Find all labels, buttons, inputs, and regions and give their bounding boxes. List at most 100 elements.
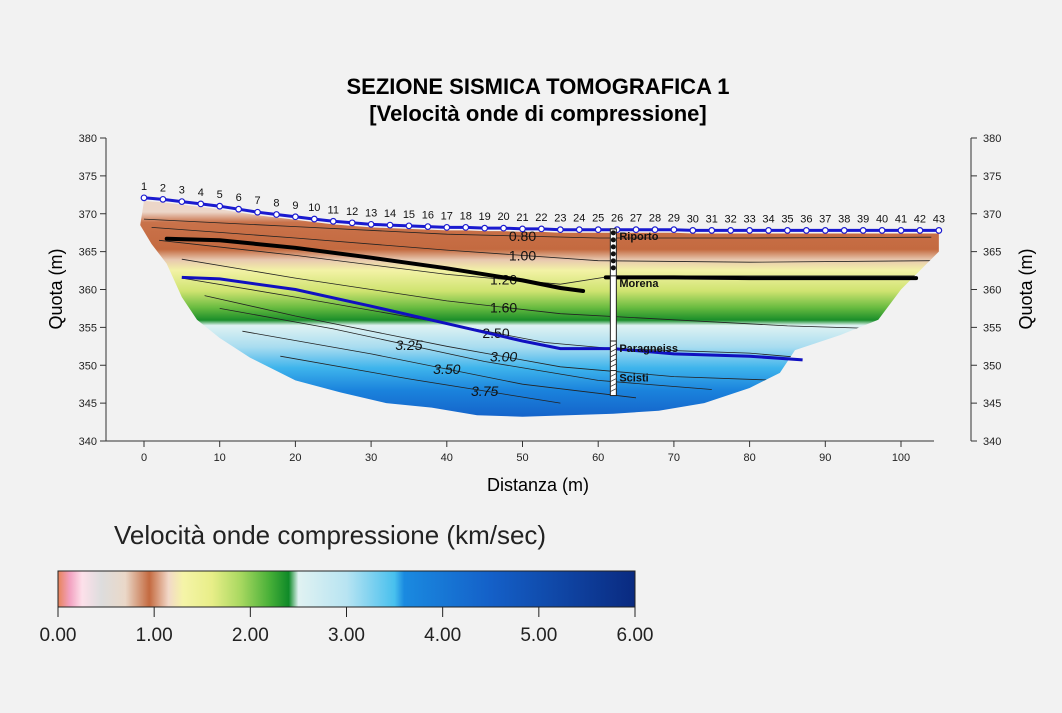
- geophone-marker: [765, 227, 772, 234]
- geophone-label: 6: [236, 192, 242, 204]
- colorbar-tick-label: 6.00: [617, 625, 654, 646]
- geophone-marker: [689, 227, 697, 234]
- geophone-marker: [519, 225, 526, 233]
- x-tick-label: 70: [668, 452, 680, 464]
- contour-lines: [143, 218, 932, 404]
- x-tick-label: 30: [365, 452, 377, 464]
- geophone-marker: [216, 202, 224, 210]
- x-tick-label: 20: [289, 452, 301, 464]
- geophone-label: 29: [668, 213, 680, 225]
- y-tick-label: 360: [983, 285, 1001, 297]
- geophone-marker: [443, 223, 451, 231]
- geophones: 1 2 3 4 5 6 7 8 9 10 11 12 13 14 15 16 17 18 19 20 21 22 23 24 2…: [140, 181, 945, 234]
- geophone-marker: [840, 227, 848, 234]
- geophone-marker: [878, 227, 886, 234]
- borehole-layer-label: Scisti: [619, 373, 648, 385]
- geophone-marker: [273, 211, 280, 218]
- borehole-hatch: [610, 353, 617, 358]
- geophone-marker: [802, 227, 810, 234]
- contour-line: [181, 258, 886, 330]
- geophone-marker: [386, 221, 394, 229]
- chart-title: SEZIONE SISMICA TOMOGRAFICA 1: [347, 74, 730, 99]
- y-tick-label: 375: [983, 171, 1001, 183]
- geophone-marker: [897, 227, 905, 234]
- y-tick-label: 365: [79, 247, 97, 259]
- geophone-marker: [329, 217, 337, 225]
- contour-label: 3.25: [395, 337, 422, 353]
- y-tick-label: 370: [79, 209, 97, 221]
- borehole: Riporto Morena Paragneiss Scisti: [609, 228, 678, 397]
- geophone-marker: [405, 222, 413, 230]
- refractor-line: [181, 275, 803, 362]
- borehole-layer-label: Riporto: [619, 231, 658, 243]
- y-ticks-right: 380 375 370 365 360 355 350 345 340: [971, 133, 1001, 448]
- geophone-marker: [594, 226, 602, 234]
- geophone-marker: [178, 198, 186, 206]
- geophone-label: 35: [781, 213, 793, 225]
- geophone-label: 4: [198, 187, 204, 199]
- y-tick-label: 350: [79, 360, 97, 372]
- geophone-label: 28: [649, 213, 661, 225]
- borehole-hatch: [610, 343, 617, 348]
- contour-line: [219, 308, 712, 390]
- geophone-marker: [348, 219, 356, 227]
- y-tick-label: 355: [983, 322, 1001, 334]
- geophone-label: 41: [895, 213, 907, 225]
- borehole-hatch: [610, 378, 617, 382]
- geophone-marker: [670, 226, 678, 234]
- geophone-marker: [746, 227, 753, 234]
- geophone-label: 20: [497, 211, 509, 223]
- geophone-label: 22: [535, 212, 547, 224]
- borehole-hatch: [610, 383, 617, 387]
- geophone-label: 26: [611, 213, 623, 225]
- geophone-label: 23: [554, 213, 566, 225]
- geophone-marker: [140, 194, 148, 202]
- geophone-label: 39: [857, 213, 869, 225]
- interface-line: [164, 236, 586, 293]
- colorbar-tick-label: 2.00: [232, 625, 269, 646]
- geophone-label: 16: [422, 210, 434, 222]
- colorbar-tick-label: 1.00: [136, 625, 173, 646]
- geophone-marker: [500, 224, 507, 232]
- borehole-hatch: [610, 373, 617, 377]
- contour-label: 0.80: [509, 228, 536, 244]
- geophone-label: 1: [141, 181, 147, 193]
- borehole-fill-dot: [610, 251, 616, 257]
- geophone-label: 33: [743, 213, 755, 225]
- y-tick-label: 370: [983, 209, 1001, 221]
- y-tick-label: 360: [79, 285, 97, 297]
- borehole-hatch: [610, 348, 617, 353]
- contour-label: 1.60: [490, 299, 517, 315]
- contour-line: [143, 218, 932, 239]
- geophone-label: 37: [819, 213, 831, 225]
- geophone-marker: [462, 223, 470, 231]
- y-axis-label-left: Quota (m): [46, 248, 66, 329]
- x-tick-label: 50: [516, 452, 528, 464]
- geophone-label: 11: [328, 204, 339, 216]
- geophone-marker: [310, 215, 318, 223]
- geophone-marker: [235, 205, 243, 213]
- contour-line: [159, 239, 917, 285]
- y-tick-label: 375: [79, 171, 97, 183]
- y-tick-label: 340: [983, 436, 1001, 448]
- geophone-label: 19: [479, 211, 491, 223]
- geophone-marker: [916, 227, 924, 234]
- velocity-section: [140, 200, 939, 417]
- x-tick-label: 0: [141, 452, 147, 464]
- colorbar-tick-label: 4.00: [424, 625, 461, 646]
- geophone-marker: [424, 223, 432, 231]
- geophone-label: 25: [592, 213, 604, 225]
- colorbar-tick-label: 3.00: [328, 625, 365, 646]
- geophone-marker: [538, 225, 545, 233]
- geophone-marker: [254, 208, 261, 216]
- colorbar-tick-label: 5.00: [520, 625, 557, 646]
- contour-label: 1.00: [509, 247, 536, 263]
- colorbar: [57, 570, 636, 608]
- borehole-fill-dot: [610, 244, 616, 250]
- geophone-marker: [197, 200, 205, 208]
- x-tick-label: 60: [592, 452, 604, 464]
- geophone-label: 7: [254, 195, 260, 207]
- geophone-label: 40: [876, 213, 888, 225]
- colorbar-ticks: 0.00 1.00 2.00 3.00 4.00 5.00 6.00: [40, 607, 654, 646]
